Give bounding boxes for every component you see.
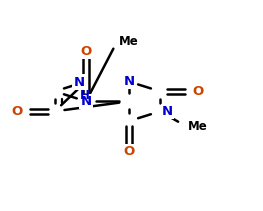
Text: O: O [11, 105, 22, 118]
Text: H: H [80, 89, 90, 101]
Text: N: N [123, 75, 134, 88]
Text: Me: Me [119, 35, 139, 48]
Text: N: N [74, 76, 85, 89]
Text: N: N [80, 95, 92, 108]
Text: O: O [193, 85, 204, 98]
Text: N: N [162, 105, 173, 118]
Text: O: O [80, 45, 92, 58]
Text: N: N [74, 75, 85, 88]
Text: Me: Me [188, 120, 207, 133]
Text: O: O [123, 145, 134, 158]
